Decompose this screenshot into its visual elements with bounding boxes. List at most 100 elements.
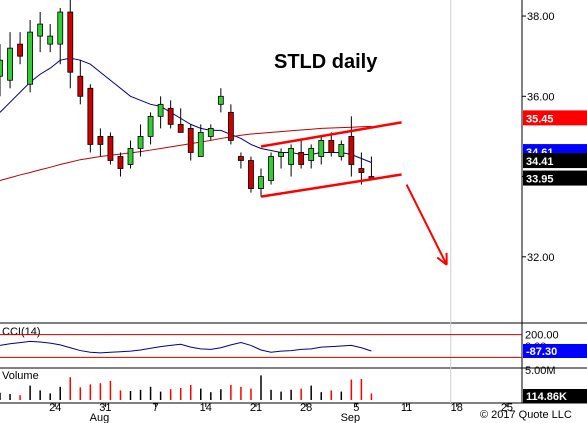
candle-body-up — [27, 31, 34, 85]
candle — [87, 84, 94, 153]
candle-body-up — [278, 152, 284, 157]
candle — [147, 112, 154, 145]
candle — [258, 168, 264, 197]
volume-current-badge: 114.86K — [523, 389, 587, 403]
candle — [117, 152, 124, 177]
candle — [137, 124, 144, 157]
price-badge-value: 35.45 — [526, 113, 554, 125]
candle — [17, 32, 23, 65]
candle-body-up — [137, 136, 144, 149]
price-tick-label: 36.00 — [527, 91, 555, 103]
moving-average-short-line — [0, 57, 372, 163]
candle-body-down — [187, 127, 194, 153]
candle — [127, 140, 134, 169]
candle-body-up — [308, 148, 315, 161]
candle — [47, 24, 54, 53]
candle — [57, 8, 64, 65]
candle — [157, 96, 164, 129]
volume-current-value: 114.86K — [526, 391, 567, 403]
candle — [187, 124, 194, 161]
candle-body-up — [147, 115, 154, 137]
cci-level-label: 200.00 — [525, 330, 559, 342]
x-tick-label: 25 — [501, 402, 513, 414]
x-tick-label: 28 — [300, 402, 312, 414]
candle — [308, 144, 315, 169]
x-tick-label: 18 — [451, 402, 463, 414]
candle-body-down — [358, 168, 365, 173]
candle-body-up — [47, 35, 54, 45]
channel-upper-line — [260, 121, 402, 148]
candle-body-up — [318, 140, 325, 157]
candle — [197, 124, 204, 157]
candle — [217, 88, 224, 113]
candle — [298, 140, 305, 169]
volume-pane: Volume 5.00M 114.86K — [0, 365, 587, 403]
price-tick-label: 32.00 — [527, 252, 555, 264]
x-month-label: Aug — [90, 412, 110, 423]
moving-average-long-line — [0, 125, 372, 182]
candle-body-up — [207, 127, 214, 137]
candle-body-down — [107, 136, 114, 161]
candle — [77, 60, 84, 105]
candle-body-down — [87, 87, 94, 145]
candle-body-up — [37, 23, 44, 37]
cci-current-value: -87.30 — [526, 346, 557, 358]
candle-body-down — [97, 136, 104, 145]
candle-body-down — [117, 156, 124, 169]
candle — [288, 144, 295, 177]
candle — [278, 148, 284, 169]
moving-averages — [0, 57, 372, 182]
annotations — [260, 121, 448, 266]
cci-pane: CCI(14) 200.000.00-87.30 — [0, 326, 587, 358]
price-tick-label: 38.00 — [527, 11, 555, 23]
volume-label: Volume — [2, 370, 39, 382]
candle — [338, 140, 345, 161]
candle — [268, 152, 274, 185]
candle-body-up — [338, 144, 345, 157]
forecast-arrow-head — [436, 256, 448, 266]
x-tick-label: 24 — [49, 402, 61, 414]
candle-body-down — [248, 160, 254, 189]
cci-current-bg — [523, 343, 587, 358]
candle-body-up — [258, 176, 264, 189]
copyright: © 2017 Quote LLC — [480, 409, 572, 421]
candle-body-down — [238, 156, 244, 161]
candle-body-down — [67, 11, 74, 73]
candle — [227, 104, 234, 145]
x-tick-label: 21 — [250, 402, 262, 414]
x-tick-label: 5 — [353, 402, 359, 414]
candle — [27, 20, 34, 93]
candle — [7, 32, 13, 89]
price-badge-bg — [523, 110, 587, 126]
candle-body-down — [17, 43, 23, 57]
candle — [328, 132, 335, 157]
candle-body-up — [157, 103, 164, 117]
candle-body-up — [0, 59, 3, 77]
candle-body-down — [167, 107, 174, 125]
candle-body-down — [227, 111, 234, 141]
copyright-text: 2017 Quote LLC — [491, 409, 572, 421]
forecast-arrow — [405, 184, 448, 266]
cci-current-badge: -87.30 — [523, 343, 587, 358]
candle — [318, 136, 325, 165]
price-badge-value: 33.95 — [526, 174, 554, 186]
cci-label: CCI(14) — [2, 326, 41, 338]
candle — [177, 108, 184, 133]
volume-axis-label: 5.00M — [525, 365, 556, 377]
candle-body-down — [328, 140, 335, 153]
candle-body-up — [7, 47, 13, 81]
candle — [107, 132, 114, 165]
candle — [368, 156, 375, 181]
price-badge-bg — [523, 170, 587, 186]
candle-body-up — [268, 156, 274, 181]
candle — [207, 124, 214, 141]
price-badge: 33.95 — [523, 170, 587, 186]
candle-body-up — [197, 132, 204, 157]
x-tick-label: 14 — [200, 402, 212, 414]
cci-line — [0, 340, 372, 354]
volume-current-bg — [523, 389, 587, 403]
